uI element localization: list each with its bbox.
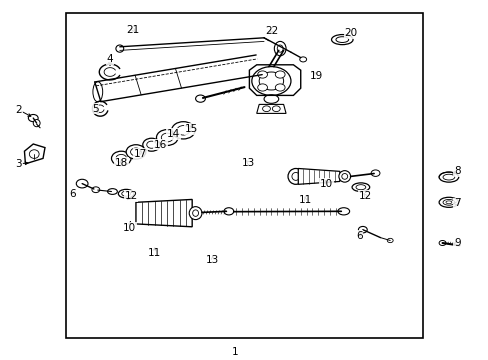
Ellipse shape	[257, 84, 267, 91]
Ellipse shape	[442, 199, 454, 205]
Ellipse shape	[76, 179, 88, 188]
Text: 15: 15	[184, 124, 198, 134]
Text: 6: 6	[355, 231, 362, 241]
Ellipse shape	[116, 45, 123, 52]
Ellipse shape	[177, 126, 189, 135]
Text: 7: 7	[453, 198, 460, 208]
Ellipse shape	[224, 208, 233, 215]
Ellipse shape	[142, 138, 160, 151]
Ellipse shape	[195, 95, 205, 102]
Text: 19: 19	[309, 71, 323, 81]
Ellipse shape	[335, 37, 348, 42]
Ellipse shape	[438, 197, 458, 207]
Text: 1: 1	[231, 347, 238, 357]
Text: 10: 10	[123, 222, 136, 233]
Ellipse shape	[92, 187, 100, 193]
Text: 6: 6	[69, 189, 76, 199]
Text: 10: 10	[320, 179, 332, 189]
Ellipse shape	[189, 207, 202, 220]
Ellipse shape	[28, 114, 38, 122]
Ellipse shape	[161, 133, 173, 142]
Ellipse shape	[192, 210, 198, 216]
Text: 4: 4	[106, 54, 113, 64]
Text: 12: 12	[358, 191, 372, 201]
Polygon shape	[298, 168, 339, 184]
Ellipse shape	[111, 151, 131, 166]
Ellipse shape	[438, 240, 445, 246]
Ellipse shape	[351, 183, 369, 192]
Ellipse shape	[275, 84, 285, 91]
Ellipse shape	[93, 82, 102, 102]
Ellipse shape	[126, 145, 145, 159]
Text: 16: 16	[153, 140, 167, 150]
Polygon shape	[24, 144, 45, 164]
Ellipse shape	[272, 106, 280, 112]
Ellipse shape	[386, 238, 392, 243]
Ellipse shape	[338, 171, 350, 182]
Text: 20: 20	[344, 28, 357, 38]
Ellipse shape	[262, 106, 270, 112]
Ellipse shape	[118, 189, 134, 198]
Ellipse shape	[299, 57, 306, 62]
Ellipse shape	[442, 174, 454, 180]
Ellipse shape	[146, 141, 156, 148]
Ellipse shape	[33, 120, 40, 127]
Ellipse shape	[275, 71, 285, 78]
Ellipse shape	[274, 41, 285, 56]
Ellipse shape	[29, 150, 39, 158]
Text: 5: 5	[92, 104, 99, 114]
Text: 9: 9	[453, 238, 460, 248]
Ellipse shape	[251, 67, 290, 95]
Polygon shape	[249, 65, 300, 95]
Text: 14: 14	[166, 129, 180, 139]
Polygon shape	[136, 199, 192, 227]
Text: 3: 3	[15, 159, 22, 169]
Bar	[66, 13, 422, 338]
Ellipse shape	[171, 122, 195, 139]
Ellipse shape	[291, 172, 299, 180]
Text: 18: 18	[114, 158, 128, 168]
Polygon shape	[256, 104, 285, 113]
Ellipse shape	[438, 172, 458, 182]
Ellipse shape	[122, 191, 130, 196]
Ellipse shape	[331, 35, 352, 45]
Ellipse shape	[257, 71, 267, 78]
Ellipse shape	[156, 130, 178, 145]
Ellipse shape	[259, 72, 283, 90]
Text: 8: 8	[453, 166, 460, 176]
Ellipse shape	[341, 174, 347, 179]
Ellipse shape	[370, 170, 379, 176]
Ellipse shape	[264, 95, 278, 103]
Text: 22: 22	[264, 26, 278, 36]
Text: 21: 21	[126, 24, 140, 35]
Ellipse shape	[277, 45, 283, 52]
Text: 11: 11	[147, 248, 161, 258]
Ellipse shape	[355, 185, 365, 190]
Text: 12: 12	[124, 191, 138, 201]
Ellipse shape	[107, 189, 117, 194]
Ellipse shape	[116, 154, 126, 162]
Ellipse shape	[358, 226, 366, 233]
Text: 13: 13	[205, 255, 219, 265]
Ellipse shape	[130, 148, 141, 156]
Ellipse shape	[445, 201, 451, 204]
Text: 2: 2	[15, 105, 22, 115]
Text: 17: 17	[134, 149, 147, 159]
Text: 13: 13	[241, 158, 255, 168]
Text: 11: 11	[298, 195, 312, 205]
Ellipse shape	[287, 168, 303, 184]
Ellipse shape	[337, 208, 349, 215]
